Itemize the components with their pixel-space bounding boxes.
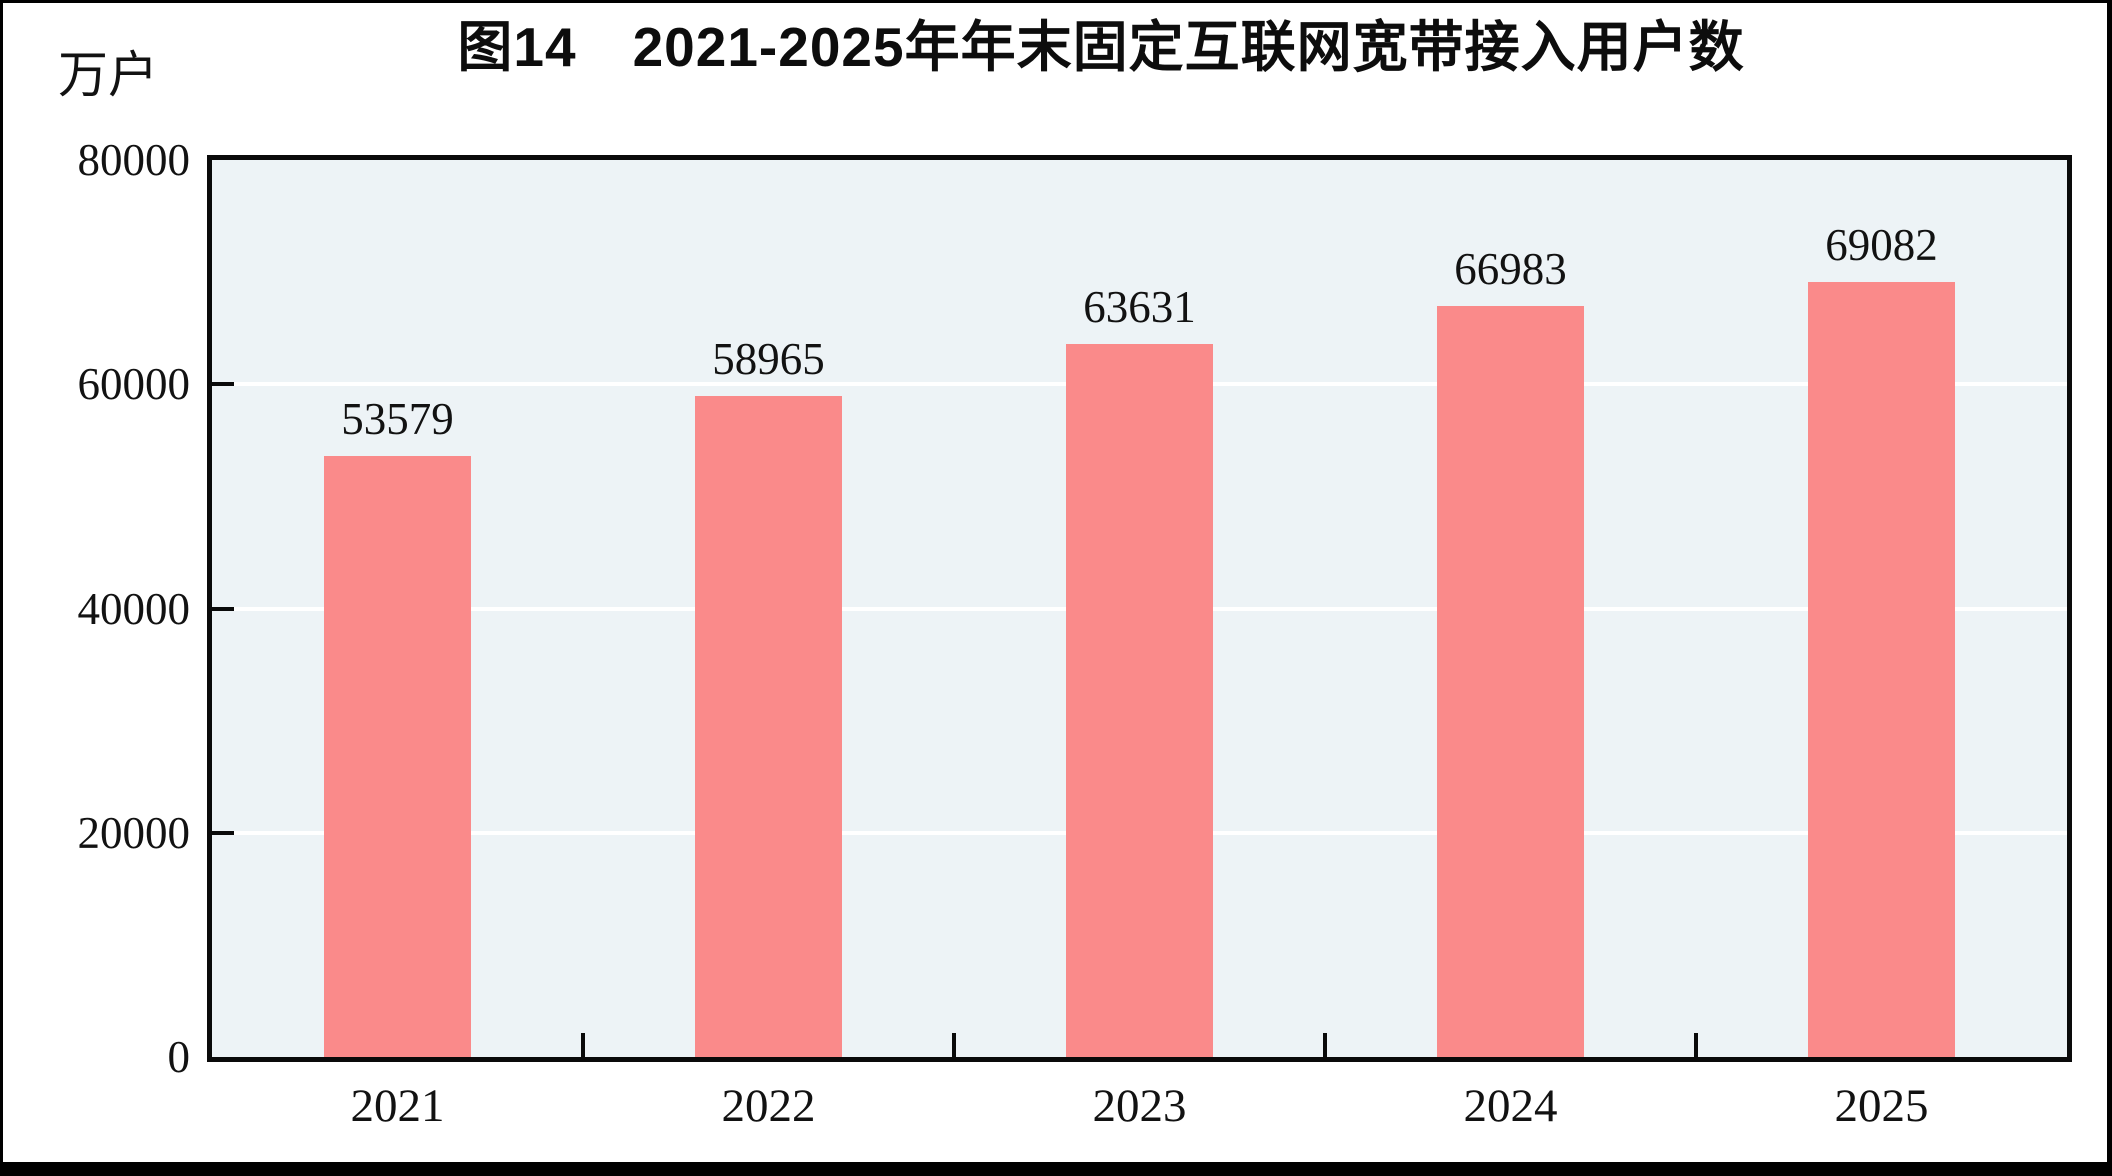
y-tick-label: 0	[167, 1032, 191, 1082]
frame-top-rule	[0, 0, 2112, 3]
y-tick-mark	[212, 382, 234, 387]
bar-2024	[1437, 305, 1584, 1057]
frame-right-rule	[2107, 0, 2112, 1176]
x-tick-mark	[952, 1033, 956, 1057]
x-tick-mark	[1323, 1033, 1327, 1057]
bar-value-label: 58965	[712, 333, 825, 384]
frame-left-rule	[0, 0, 3, 1176]
bar-2023	[1066, 343, 1213, 1057]
bar-2022	[695, 395, 842, 1057]
x-tick-label-2023: 2023	[1092, 1080, 1187, 1132]
y-tick-mark	[212, 830, 234, 835]
bar-2021	[324, 456, 471, 1057]
x-tick-mark	[1694, 1033, 1698, 1057]
y-axis: 0 20000 40000 60000 80000	[0, 0, 191, 1176]
y-tick-label: 40000	[77, 583, 191, 634]
frame-bottom-rule	[0, 1162, 2112, 1176]
x-tick-mark	[581, 1033, 585, 1057]
y-tick-mark	[212, 606, 234, 611]
x-tick-label-2024: 2024	[1463, 1080, 1558, 1132]
y-axis-unit-label: 万户	[58, 47, 158, 103]
bar-value-label: 69082	[1825, 220, 1938, 271]
bar-value-label: 53579	[341, 394, 454, 445]
y-tick-label: 60000	[77, 359, 191, 410]
y-tick-label: 80000	[77, 135, 191, 185]
bar-value-label: 66983	[1454, 243, 1567, 294]
bar-2025	[1808, 282, 1955, 1057]
bar-value-label: 63631	[1083, 281, 1196, 332]
x-tick-label-2025: 2025	[1834, 1080, 1929, 1132]
x-tick-label-2022: 2022	[721, 1080, 816, 1132]
x-tick-label-2021: 2021	[350, 1080, 445, 1132]
plot-area: 53579 58965 63631 66983 69082	[207, 155, 2072, 1062]
chart-title: 图14 2021-2025年年末固定互联网宽带接入用户数	[457, 16, 1745, 78]
y-tick-label: 20000	[77, 807, 191, 858]
